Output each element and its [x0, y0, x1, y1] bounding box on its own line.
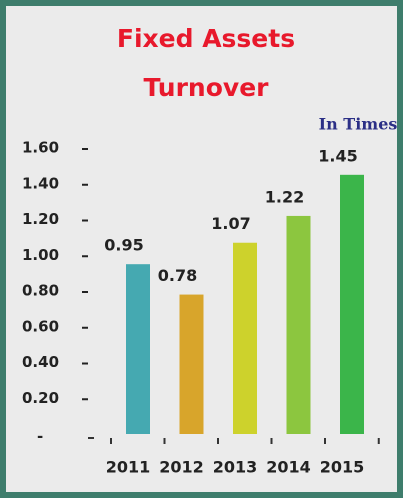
value-label: 1.07	[211, 214, 250, 233]
value-label: 1.22	[265, 187, 304, 206]
value-label: 0.78	[158, 266, 197, 285]
annotation: In Times	[319, 115, 398, 134]
chart-title: Fixed Assets	[117, 24, 295, 53]
value-label: 0.95	[104, 236, 143, 255]
bar	[340, 174, 364, 434]
x-tick-label: 2014	[266, 458, 311, 477]
bar	[233, 242, 257, 434]
y-tick-label: 0.40	[22, 353, 59, 371]
y-tick-label: 0.60	[22, 317, 59, 335]
bar	[126, 264, 150, 434]
x-tick-label: 2013	[213, 458, 258, 477]
y-tick-label: 1.20	[22, 210, 59, 228]
y-tick-label: 1.60	[22, 139, 59, 157]
y-tick-label: 1.00	[22, 246, 59, 264]
value-label: 1.45	[318, 146, 357, 165]
x-tick-label: 2012	[159, 458, 204, 477]
bar	[179, 294, 204, 434]
y-tick-label: 1.40	[22, 174, 59, 192]
chart-title: Turnover	[144, 73, 270, 102]
axis-dash: -	[37, 428, 43, 446]
x-tick-label: 2011	[106, 458, 151, 477]
bar	[286, 215, 311, 434]
y-tick-label: 0.80	[22, 282, 59, 300]
x-tick-label: 2015	[320, 458, 365, 477]
y-tick-label: 0.20	[22, 389, 59, 407]
